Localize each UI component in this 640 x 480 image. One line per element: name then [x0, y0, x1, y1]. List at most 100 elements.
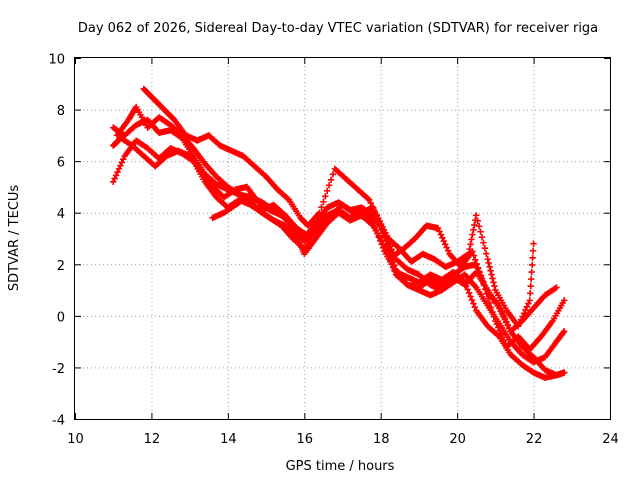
data-point: [467, 241, 474, 248]
data-point: [480, 239, 487, 246]
data-points: [110, 85, 568, 381]
data-point: [485, 259, 492, 267]
data-point: [490, 313, 498, 320]
data-point: [324, 187, 331, 194]
data-point: [488, 271, 495, 278]
data-point: [379, 229, 387, 236]
data-point: [481, 282, 489, 289]
data-point: [528, 261, 536, 269]
y-tick-label: 2: [57, 259, 65, 274]
x-tick-label: 14: [220, 432, 237, 447]
data-point: [560, 369, 568, 376]
data-point: [492, 317, 499, 325]
data-point: [501, 315, 509, 322]
data-point: [118, 159, 126, 166]
data-point: [495, 324, 502, 331]
series-track-4: [140, 85, 568, 353]
x-axis-label: GPS time / hours: [286, 459, 395, 474]
data-point: [465, 250, 472, 258]
data-point: [473, 212, 480, 219]
data-point: [481, 244, 489, 252]
data-point: [469, 231, 476, 238]
data-point: [483, 285, 490, 293]
data-point: [382, 236, 390, 244]
data-point: [471, 221, 478, 229]
y-tick-label: 10: [48, 53, 65, 68]
data-point: [522, 306, 529, 314]
data-point: [474, 217, 481, 224]
data-point: [372, 211, 380, 218]
series-track-1: [110, 116, 568, 381]
x-tick-label: 18: [373, 432, 390, 447]
data-point: [497, 330, 505, 338]
x-tick-label: 22: [526, 432, 543, 447]
data-point: [464, 286, 471, 293]
data-point: [560, 297, 568, 304]
data-point: [490, 279, 497, 286]
data-point: [529, 254, 536, 262]
data-point: [527, 290, 534, 297]
data-point: [523, 303, 531, 311]
data-point: [318, 204, 325, 211]
plot-frame: [74, 57, 611, 420]
data-point: [444, 247, 452, 254]
data-point: [369, 204, 377, 211]
data-point: [385, 245, 393, 252]
data-point: [367, 199, 374, 207]
data-point: [111, 175, 118, 182]
data-point: [480, 278, 487, 286]
x-tick-label: 24: [602, 432, 619, 447]
data-point: [371, 207, 378, 215]
data-point: [316, 209, 323, 216]
series-track-6: [209, 194, 560, 335]
data-point: [500, 312, 507, 319]
x-tick-label: 10: [67, 432, 84, 447]
x-tick-labels: 10 12 14 16 18 20 22 24: [67, 432, 619, 447]
data-point: [486, 263, 493, 271]
data-point: [442, 241, 449, 248]
data-point: [470, 226, 477, 233]
data-point: [117, 162, 124, 169]
data-point: [114, 168, 121, 176]
data-point: [498, 308, 506, 316]
axis-ticks: [75, 58, 611, 420]
data-point: [387, 249, 394, 256]
data-point: [477, 271, 484, 279]
data-point: [491, 283, 498, 290]
data-point: [327, 176, 335, 184]
data-point: [493, 321, 500, 328]
data-point: [475, 223, 483, 230]
data-point: [527, 275, 535, 283]
data-point: [487, 267, 494, 274]
data-point: [377, 222, 384, 229]
data-point: [487, 304, 495, 311]
y-tick-label: 4: [57, 207, 65, 222]
data-point: [475, 268, 483, 275]
data-point: [110, 178, 117, 185]
data-point: [500, 337, 508, 344]
data-point: [526, 297, 533, 304]
y-axis-label: SDTVAR / TECUs: [7, 185, 22, 292]
x-tick-label: 20: [449, 432, 466, 447]
data-point: [528, 268, 535, 276]
data-point: [322, 193, 329, 200]
data-point: [112, 172, 120, 179]
data-point: [496, 327, 503, 334]
data-point: [503, 318, 510, 325]
data-point: [366, 196, 373, 204]
data-point: [391, 262, 398, 269]
y-tick-label: -2: [52, 362, 65, 377]
y-tick-label: 8: [57, 104, 65, 119]
data-point: [388, 253, 395, 261]
data-point: [499, 333, 506, 341]
data-point: [120, 156, 127, 163]
data-point: [486, 299, 493, 307]
data-point: [434, 224, 442, 232]
data-point: [478, 275, 486, 282]
data-point: [437, 231, 445, 238]
grid: [75, 58, 610, 419]
data-point: [374, 214, 381, 222]
data-point: [497, 305, 504, 312]
data-point: [325, 182, 333, 189]
